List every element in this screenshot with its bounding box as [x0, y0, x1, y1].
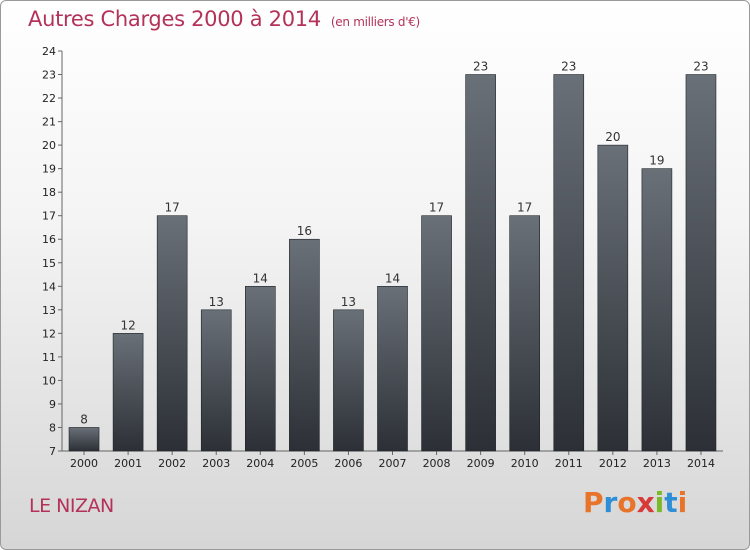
bar-2008 [421, 215, 452, 452]
bar-2013 [641, 168, 673, 452]
y-tick-label: 9 [49, 398, 56, 411]
x-tick-label: 2014 [687, 457, 715, 470]
y-tick-label: 12 [42, 327, 56, 340]
brand-logo: Proxiti [583, 486, 687, 519]
data-label: 14 [253, 271, 268, 285]
x-axis-labels: 2000 2001 2002 2003 2004 2005 2006 2007 2008 2009… [70, 457, 715, 470]
y-tick-label: 10 [42, 374, 56, 387]
chart-title-unit: (en milliers d'€) [330, 15, 420, 29]
x-tick-label: 2007 [379, 457, 407, 470]
data-label: 19 [649, 154, 664, 168]
data-label: 17 [429, 201, 444, 215]
chart-bars [68, 74, 717, 452]
data-label: 14 [385, 271, 400, 285]
y-tick-label: 24 [42, 45, 56, 58]
data-label: 17 [517, 201, 532, 215]
y-tick-label: 15 [42, 257, 56, 270]
data-labels: 8 12 17 13 14 16 13 14 17 23 17 23 20 19 23 [80, 60, 708, 427]
bar-2000 [68, 427, 100, 452]
data-label: 8 [80, 412, 88, 426]
data-label: 13 [341, 295, 356, 309]
bar-2004 [245, 285, 276, 452]
y-tick-label: 7 [49, 445, 56, 458]
bar-2006 [333, 309, 364, 452]
x-tick-label: 2005 [290, 457, 318, 470]
data-label: 13 [209, 295, 224, 309]
y-tick-label: 8 [49, 421, 56, 434]
bar-2005 [289, 238, 320, 452]
x-tick-label: 2001 [114, 457, 142, 470]
data-label: 20 [605, 130, 620, 144]
bar-2001 [112, 333, 144, 452]
data-label: 23 [561, 60, 576, 74]
data-label: 16 [297, 224, 312, 238]
data-label: 17 [165, 201, 180, 215]
chart-title: Autres Charges 2000 à 2014 (en milliers d… [28, 7, 420, 31]
y-tick-label: 23 [42, 69, 56, 82]
brand-letter: o [617, 486, 637, 519]
y-tick-label: 17 [42, 210, 56, 223]
x-tick-label: 2003 [202, 457, 230, 470]
data-label: 12 [120, 318, 135, 332]
y-axis-labels: 7 8 9 10 11 12 13 14 15 16 17 18 19 20 21 22 23 24 [42, 45, 56, 458]
x-tick-label: 2013 [643, 457, 671, 470]
brand-letter: x [636, 486, 655, 519]
brand-letter: i [677, 486, 688, 519]
x-tick-label: 2009 [467, 457, 495, 470]
bar-2011 [553, 74, 585, 452]
bar-2009 [465, 74, 496, 452]
y-tick-label: 14 [42, 280, 56, 293]
x-tick-label: 2006 [334, 457, 362, 470]
bar-2007 [377, 285, 408, 452]
y-tick-label: 18 [42, 186, 56, 199]
bar-2014 [685, 74, 717, 452]
bar-2003 [200, 309, 232, 452]
bar-2010 [509, 215, 541, 452]
brand-letter: r [603, 486, 618, 519]
chart-title-text: Autres Charges 2000 à 2014 [28, 7, 321, 31]
brand-letter: t [664, 486, 678, 519]
x-tick-label: 2008 [423, 457, 451, 470]
bar-2002 [156, 215, 188, 452]
y-tick-label: 13 [42, 304, 56, 317]
y-tick-label: 20 [42, 139, 56, 152]
x-tick-label: 2002 [158, 457, 186, 470]
y-tick-label: 16 [42, 233, 56, 246]
brand-letter: P [583, 486, 604, 519]
x-tick-label: 2012 [599, 457, 627, 470]
x-tick-label: 2000 [70, 457, 98, 470]
y-tick-label: 21 [42, 116, 56, 129]
data-label: 23 [693, 60, 708, 74]
x-tick-label: 2004 [246, 457, 274, 470]
x-tick-label: 2010 [511, 457, 539, 470]
data-label: 23 [473, 60, 488, 74]
y-tick-label: 22 [42, 92, 56, 105]
commune-name: LE NIZAN [29, 495, 114, 517]
x-tick-label: 2011 [555, 457, 583, 470]
y-tick-label: 11 [42, 351, 56, 364]
brand-letter: i [654, 486, 665, 519]
y-tick-label: 19 [42, 163, 56, 176]
bar-2012 [597, 144, 629, 452]
